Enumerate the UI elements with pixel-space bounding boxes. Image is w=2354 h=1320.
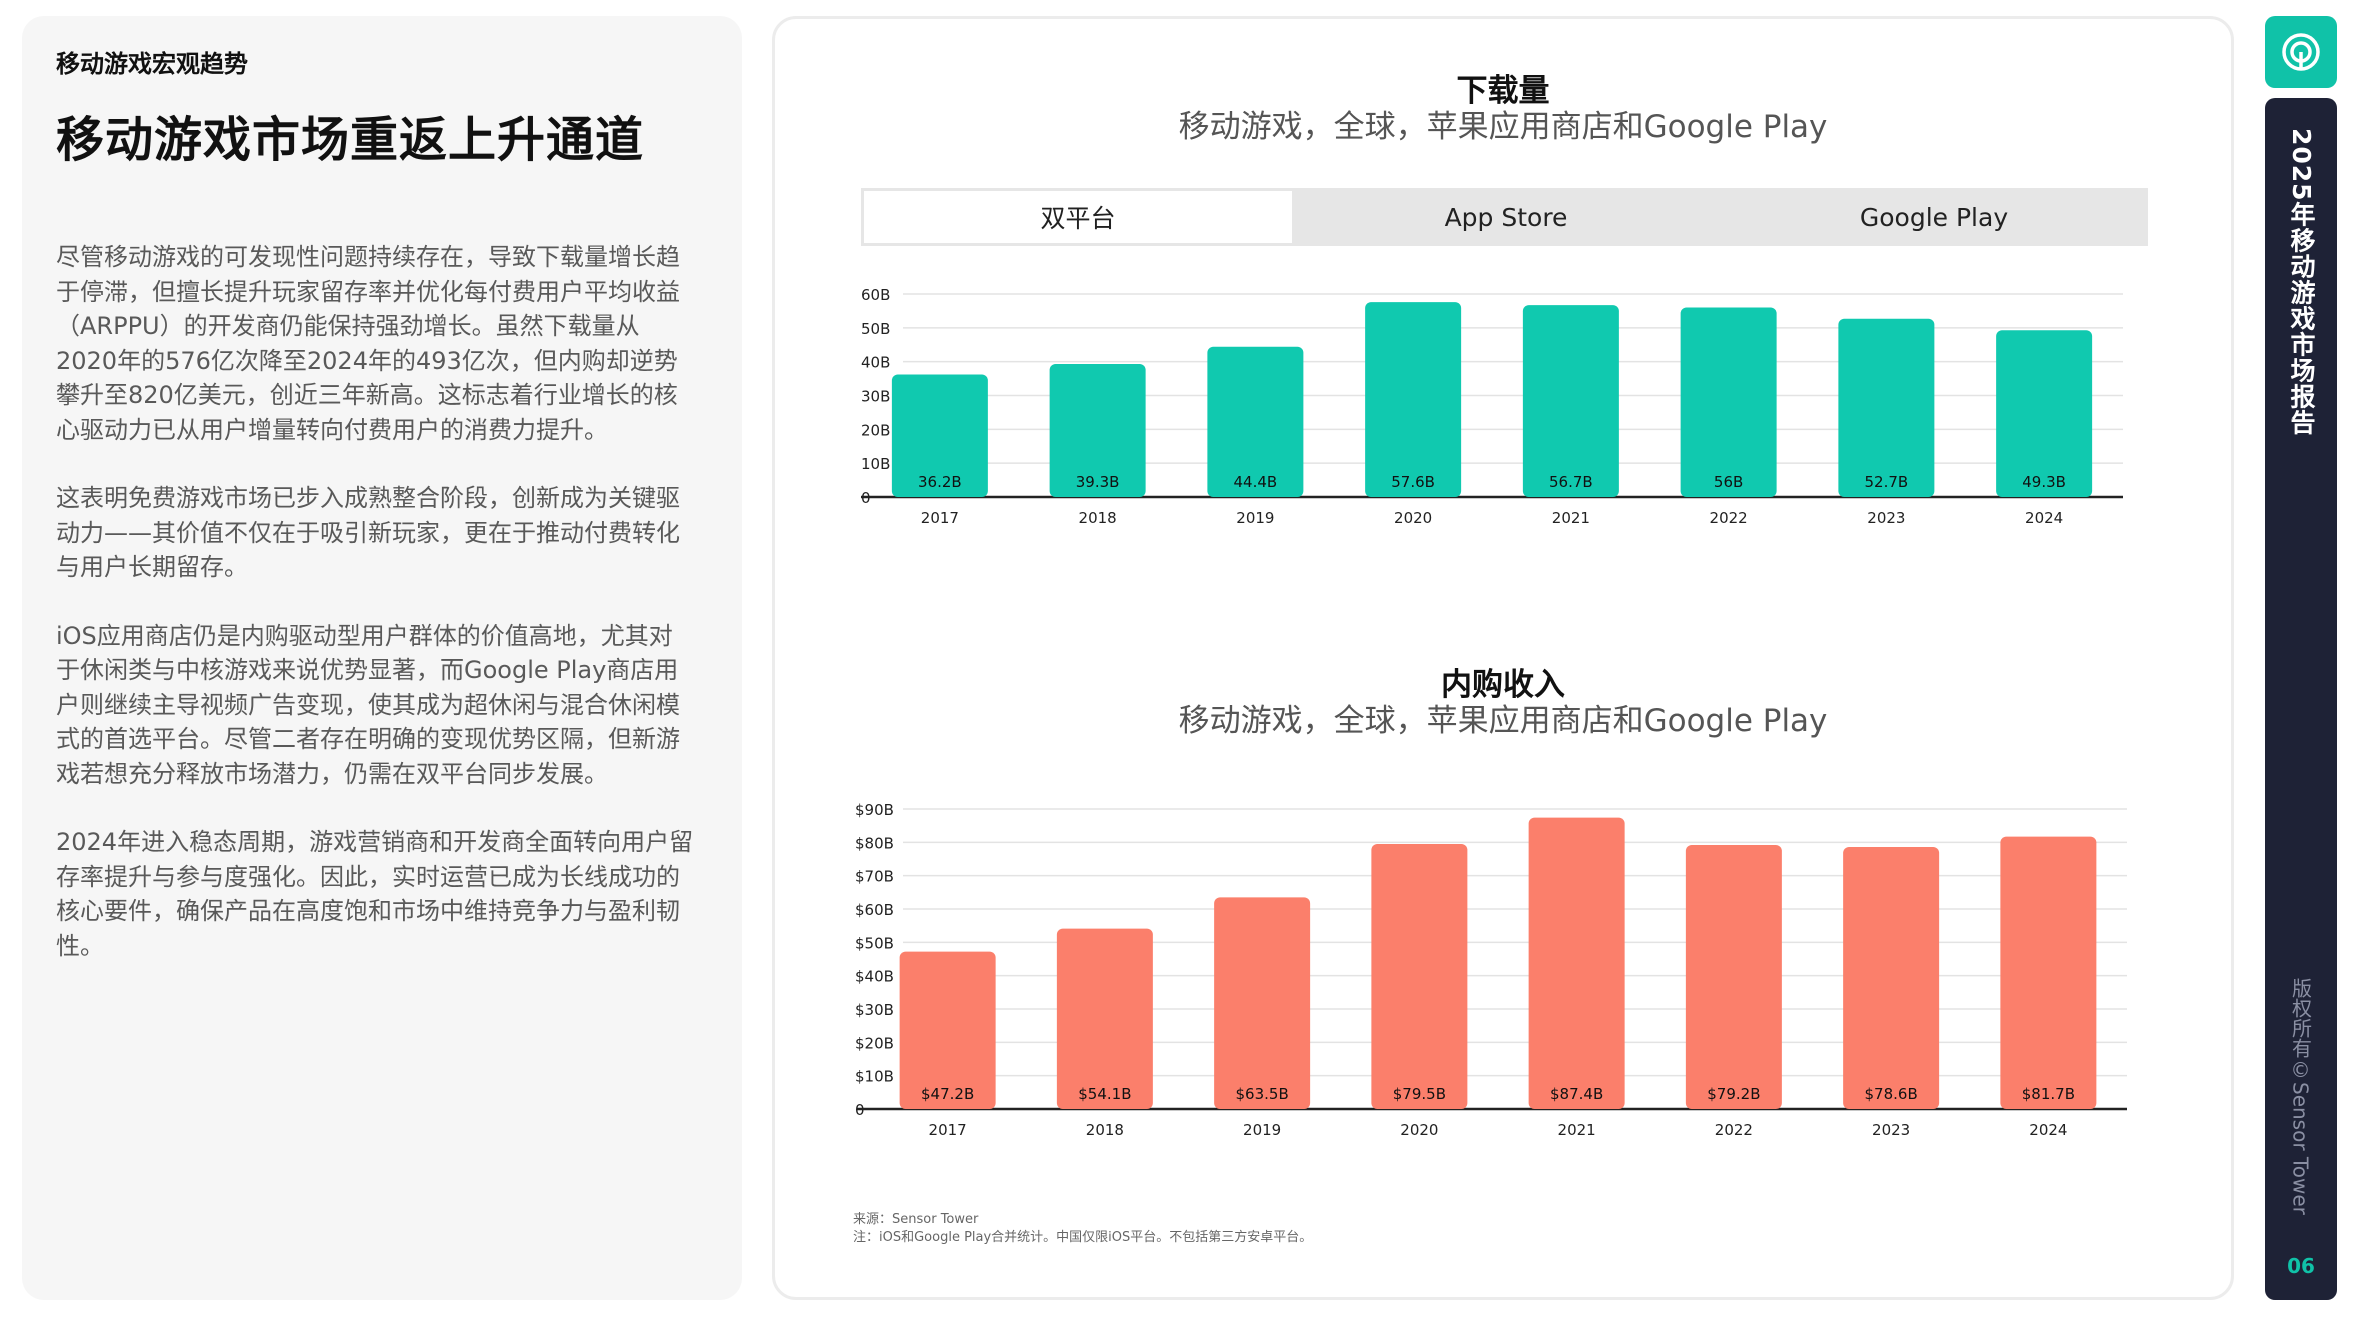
iap-chart-subtitle: 移动游戏，全球，苹果应用商店和Google Play <box>1178 703 1828 739</box>
iap-revenue-bar-chart: 0$10B$20B$30B$40B$50B$60B$70B$80B$90B$47… <box>855 801 2127 1139</box>
copyright-text: 版权所有©Sensor Tower <box>2288 978 2313 1215</box>
downloads-chart-subtitle: 移动游戏，全球，苹果应用商店和Google Play <box>1178 109 1828 145</box>
data-label: 52.7B <box>1865 473 1909 491</box>
bar-2020 <box>1371 844 1468 1109</box>
x-tick-label: 2022 <box>1715 1121 1753 1139</box>
data-label: $47.2B <box>921 1085 974 1103</box>
downloads-bar-chart: 010B20B30B40B50B60B36.2B201739.3B201844.… <box>861 286 2123 527</box>
bar-2023 <box>1843 847 1940 1109</box>
footnote-source: 来源：Sensor Tower <box>853 1212 979 1227</box>
paragraph: 这表明免费游戏市场已步入成熟整合阶段，创新成为关键驱动力——其价值不仅在于吸引新… <box>56 484 680 581</box>
data-label: 56.7B <box>1549 473 1593 491</box>
y-tick-label: 40B <box>861 354 890 372</box>
bar-2024 <box>2000 836 2097 1109</box>
bar-2019 <box>1207 346 1304 497</box>
y-tick-label: $90B <box>855 801 894 819</box>
x-tick-label: 2018 <box>1079 509 1117 527</box>
data-label: 49.3B <box>2022 473 2066 491</box>
y-tick-label: $70B <box>855 868 894 886</box>
y-tick-label: $50B <box>855 934 894 952</box>
page-title: 移动游戏市场重返上升通道 <box>56 112 645 168</box>
x-tick-label: 2017 <box>921 509 959 527</box>
iap-chart-title: 内购收入 <box>1441 667 1565 703</box>
platform-tabs: 双平台 App Store Google Play <box>861 188 2148 246</box>
tab-google-play[interactable]: Google Play <box>1859 202 2009 232</box>
x-tick-label: 2023 <box>1872 1121 1910 1139</box>
sensor-tower-logo <box>2265 16 2337 88</box>
paragraph: 尽管移动游戏的可发现性问题持续存在，导致下载量增长趋于停滞，但擅长提升玩家留存率… <box>56 243 680 444</box>
y-tick-label: 30B <box>861 388 890 406</box>
x-tick-label: 2017 <box>929 1121 967 1139</box>
x-tick-label: 2022 <box>1710 509 1748 527</box>
bar-2018 <box>1049 364 1146 497</box>
bar-2017 <box>891 374 988 497</box>
bar-2024 <box>1996 330 2093 497</box>
data-label: $79.2B <box>1707 1085 1760 1103</box>
y-tick-label: 50B <box>861 320 890 338</box>
y-tick-label: 20B <box>861 421 890 439</box>
y-tick-label: $40B <box>855 968 894 986</box>
charts-panel: 下载量 移动游戏，全球，苹果应用商店和Google Play 双平台 App S… <box>772 16 2234 1300</box>
bar-2022 <box>1685 845 1782 1109</box>
y-tick-label: $20B <box>855 1034 894 1052</box>
x-tick-label: 2021 <box>1558 1121 1596 1139</box>
x-tick-label: 2019 <box>1236 509 1274 527</box>
intro-panel <box>22 16 742 1300</box>
report-title: 2025年移动游戏市场报告 <box>2287 128 2316 436</box>
x-tick-label: 2024 <box>2025 509 2063 527</box>
bar-2022 <box>1680 307 1777 497</box>
data-label: $79.5B <box>1393 1085 1446 1103</box>
tab-both-platforms[interactable]: 双平台 <box>864 191 1292 243</box>
data-label: 39.3B <box>1076 473 1120 491</box>
bar-2019 <box>1214 897 1311 1109</box>
data-label: 36.2B <box>918 473 962 491</box>
bar-2017 <box>899 951 996 1109</box>
downloads-chart-title: 下载量 <box>1456 73 1550 109</box>
x-tick-label: 2024 <box>2029 1121 2067 1139</box>
report-sidebar: 2025年移动游戏市场报告 版权所有©Sensor Tower 06 <box>2265 98 2337 1300</box>
x-tick-label: 2020 <box>1394 509 1432 527</box>
bar-2021 <box>1528 817 1625 1109</box>
data-label: $78.6B <box>1865 1085 1918 1103</box>
page-number: 06 <box>2287 1254 2315 1278</box>
paragraph: 2024年进入稳态周期，游戏营销商和开发商全面转向用户留存率提升与参与度强化。因… <box>56 828 694 960</box>
data-label: $81.7B <box>2022 1085 2075 1103</box>
y-tick-label: $30B <box>855 1001 894 1019</box>
data-label: $87.4B <box>1550 1085 1603 1103</box>
y-tick-label: 10B <box>861 455 890 473</box>
paragraph: iOS应用商店仍是内购驱动型用户群体的价值高地，尤其对于休闲类与中核游戏来说优势… <box>56 621 680 788</box>
bar-2021 <box>1522 305 1619 497</box>
x-tick-label: 2021 <box>1552 509 1590 527</box>
logo-icon <box>2282 33 2320 71</box>
footnote-note: 注：iOS和Google Play合并统计。中国仅限iOS平台。不包括第三方安卓… <box>853 1230 1313 1245</box>
tab-app-store[interactable]: App Store <box>1444 202 1568 232</box>
data-label: $54.1B <box>1078 1085 1131 1103</box>
bar-2020 <box>1365 302 1462 497</box>
y-tick-label: 60B <box>861 286 890 304</box>
data-label: $63.5B <box>1236 1085 1289 1103</box>
x-tick-label: 2023 <box>1867 509 1905 527</box>
y-tick-label: $80B <box>855 834 894 852</box>
body-text: 尽管移动游戏的可发现性问题持续存在，导致下载量增长趋于停滞，但擅长提升玩家留存率… <box>56 240 696 997</box>
data-label: 44.4B <box>1234 473 1278 491</box>
data-label: 57.6B <box>1391 473 1435 491</box>
y-tick-label: $10B <box>855 1068 894 1086</box>
section-label: 移动游戏宏观趋势 <box>56 50 248 78</box>
bar-2018 <box>1056 928 1153 1109</box>
footnote: 来源：Sensor Tower 注：iOS和Google Play合并统计。中国… <box>853 1211 1312 1247</box>
bar-2023 <box>1838 318 1935 497</box>
x-tick-label: 2018 <box>1086 1121 1124 1139</box>
y-tick-label: $60B <box>855 901 894 919</box>
x-tick-label: 2019 <box>1243 1121 1281 1139</box>
data-label: 56B <box>1714 473 1743 491</box>
x-tick-label: 2020 <box>1400 1121 1438 1139</box>
